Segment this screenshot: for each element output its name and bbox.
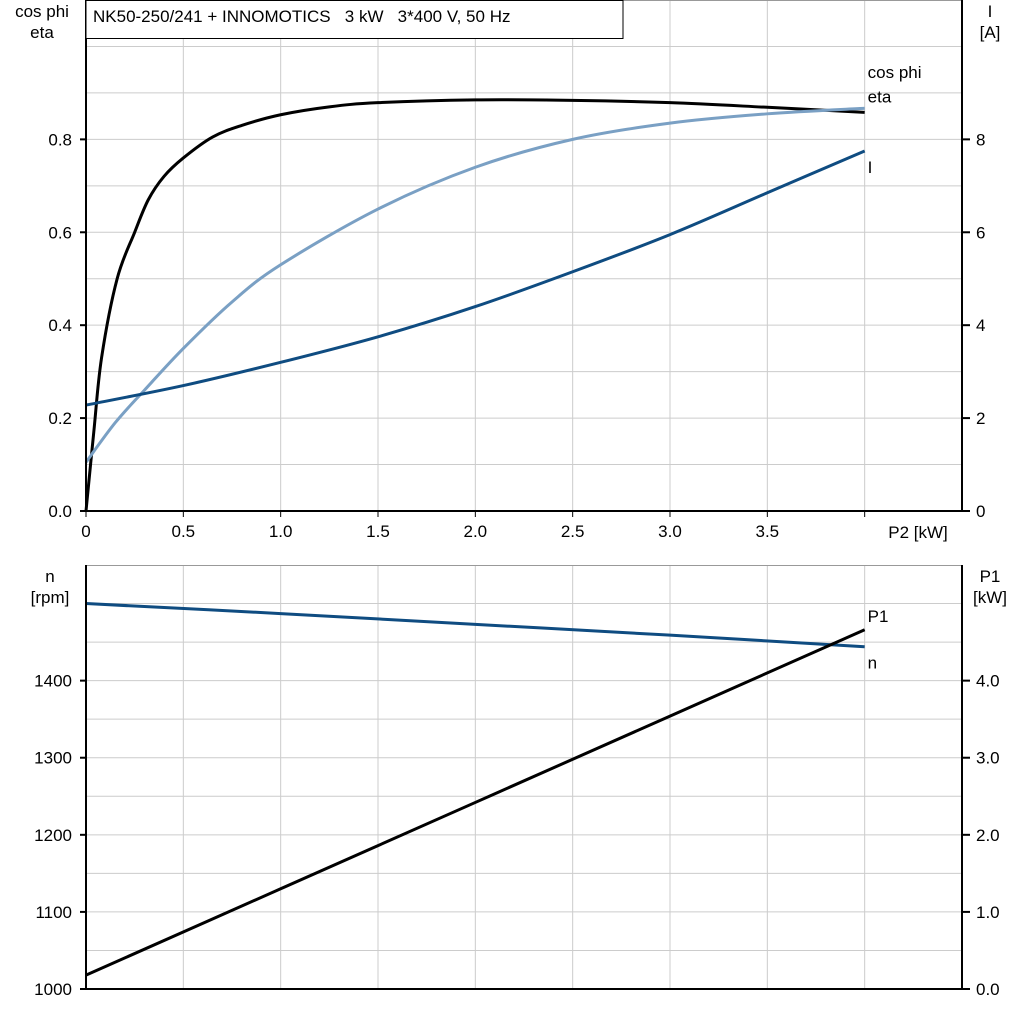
x-axis-label: P2 [kW] bbox=[888, 523, 948, 542]
y-left-tick-label: 1100 bbox=[35, 903, 72, 922]
y-right-tick-label: 3.0 bbox=[976, 749, 1000, 768]
series-i-label: I bbox=[868, 158, 873, 177]
series-cos-phi-line bbox=[84, 106, 865, 464]
x-tick-label: 1.0 bbox=[269, 522, 293, 541]
y-left-tick-label: 0.2 bbox=[48, 409, 72, 428]
x-tick-label: 0.5 bbox=[172, 522, 196, 541]
x-tick-label: 2.5 bbox=[561, 522, 585, 541]
y-left-axis-title: eta bbox=[30, 23, 54, 42]
y-right-axis-title: P1 bbox=[980, 567, 1001, 586]
y-right-tick-label: 4 bbox=[976, 316, 985, 335]
bottom-grid bbox=[86, 565, 962, 989]
top-grid bbox=[86, 0, 962, 511]
x-tick-label: 3.0 bbox=[658, 522, 682, 541]
y-right-tick-label: 0.0 bbox=[976, 980, 1000, 999]
x-tick-label: 3.5 bbox=[756, 522, 780, 541]
y-right-tick-label: 4.0 bbox=[976, 672, 1000, 691]
y-right-axis-title: I bbox=[988, 2, 993, 21]
y-left-tick-label: 1200 bbox=[34, 826, 72, 845]
bottom-series bbox=[85, 602, 866, 977]
y-right-axis-title: [A] bbox=[980, 23, 1001, 42]
top-series bbox=[84, 98, 866, 512]
y-left-tick-label: 0.6 bbox=[48, 223, 72, 242]
series-eta-line bbox=[84, 98, 865, 512]
series-eta-label: eta bbox=[868, 87, 892, 106]
labels: 0.0 0.2 0.4 0.6 0.8 0 2 4 6 8 0 0.5 1.0 1.5 2.0 2.5 3.0 3… bbox=[15, 2, 1007, 999]
series-n-label: n bbox=[868, 654, 877, 673]
y-left-tick-label: 0.4 bbox=[48, 316, 72, 335]
series-p1-label: P1 bbox=[868, 607, 889, 626]
y-right-axis-title: [kW] bbox=[973, 588, 1007, 607]
y-left-axis-title: n bbox=[45, 567, 54, 586]
x-tick-label: 1.5 bbox=[366, 522, 390, 541]
y-right-tick-label: 2 bbox=[976, 409, 985, 428]
y-left-tick-label: 0.8 bbox=[48, 130, 72, 149]
series-cos-phi-label: cos phi bbox=[868, 63, 922, 82]
title-box bbox=[85, 0, 624, 39]
axes bbox=[80, 0, 970, 990]
x-tick-label: 0 bbox=[81, 522, 90, 541]
y-right-tick-label: 6 bbox=[976, 223, 985, 242]
x-tick-label: 2.0 bbox=[464, 522, 488, 541]
y-left-tick-label: 1300 bbox=[34, 749, 72, 768]
y-left-axis-title: [rpm] bbox=[31, 588, 70, 607]
y-right-tick-label: 0 bbox=[976, 502, 985, 521]
y-right-tick-label: 8 bbox=[976, 130, 985, 149]
chart-title: NK50-250/241 + INNOMOTICS 3 kW 3*400 V, … bbox=[93, 7, 510, 26]
y-right-tick-label: 1.0 bbox=[976, 903, 1000, 922]
y-right-tick-label: 2.0 bbox=[976, 826, 1000, 845]
y-left-axis-title: cos phi bbox=[15, 2, 69, 21]
series-n-line bbox=[85, 602, 865, 649]
y-left-tick-label: 1000 bbox=[34, 980, 72, 999]
series-i-line bbox=[85, 149, 866, 407]
y-left-tick-label: 0.0 bbox=[48, 502, 72, 521]
y-left-tick-label: 1400 bbox=[34, 672, 72, 691]
series-p1-line bbox=[85, 628, 866, 977]
